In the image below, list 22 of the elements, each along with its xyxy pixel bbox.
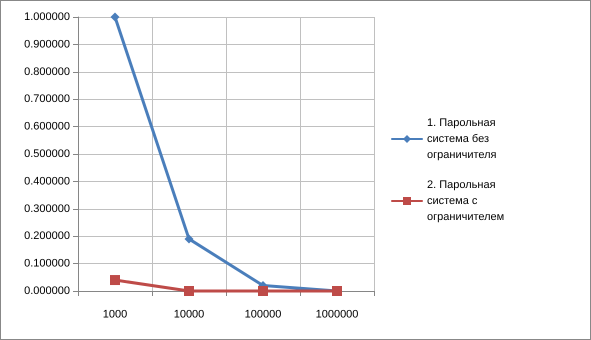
point [184,234,194,244]
y-tick-label: 1.000000 [24,11,70,23]
legend-label: 1. Парольная система без ограничителя [427,117,502,161]
y-tick-label: 0.200000 [24,230,70,242]
x-tick-label: 1000 [102,308,128,320]
y-tick-label: 0.900000 [24,38,70,50]
legend-label: 2. Парольная система с ограничителем [427,179,504,223]
x-tick-label: 100000 [244,308,282,320]
y-tick-label: 0.800000 [24,66,70,78]
y-tick-label: 0.000000 [24,285,70,297]
y-tick-label: 0.100000 [24,258,70,270]
y-tick-label: 0.700000 [24,93,70,106]
x-tick-label: 10000 [174,308,204,320]
point [258,286,268,296]
point [110,12,120,22]
point [110,275,120,286]
y-tick-label: 0.300000 [24,202,70,215]
y-tick-label: 0.600000 [24,120,70,133]
x-tick-label: 1000000 [316,308,358,320]
y-tick-label: 0.400000 [24,175,70,188]
y-tick-label: 0.500000 [24,148,70,160]
point [184,286,194,296]
